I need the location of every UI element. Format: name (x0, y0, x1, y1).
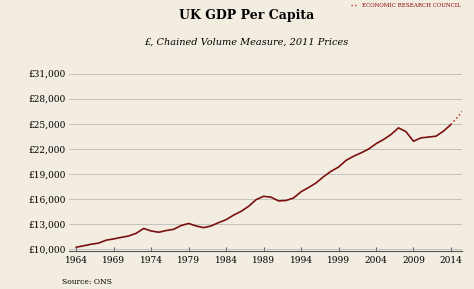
Text: UK GDP Per Capita: UK GDP Per Capita (179, 9, 314, 22)
Text: £, Chained Volume Measure, 2011 Prices: £, Chained Volume Measure, 2011 Prices (145, 38, 348, 47)
Text: Source: ONS: Source: ONS (62, 278, 111, 286)
Legend: ECONOMIC RESEARCH COUNCIL: ECONOMIC RESEARCH COUNCIL (349, 1, 463, 10)
